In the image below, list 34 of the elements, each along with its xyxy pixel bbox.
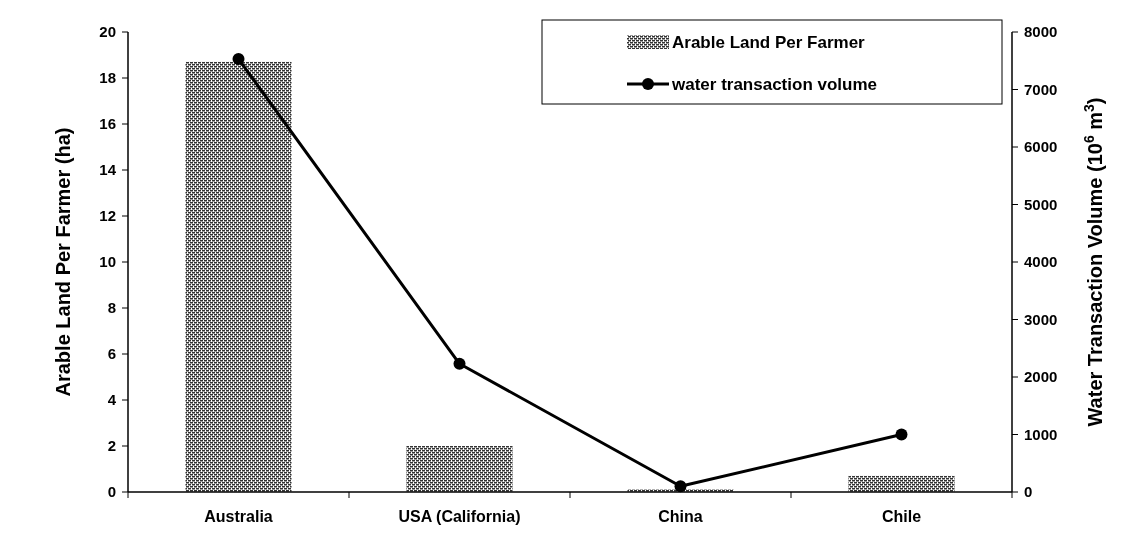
y-tick-label: 4: [107, 391, 117, 409]
point: [232, 53, 245, 66]
y-tick-label: 10: [99, 253, 116, 271]
x-tick-label: Chile: [881, 508, 922, 525]
y-tick-label: 16: [99, 115, 116, 133]
y-tick-label: 18: [99, 69, 116, 87]
y-tick-label: 14: [99, 161, 117, 179]
y2-tick-label: 3000: [1024, 310, 1058, 328]
y2-tick-label: 0: [1024, 483, 1033, 501]
y2-tick-label: 1000: [1024, 425, 1058, 443]
bar: [406, 446, 513, 492]
y-tick-label: 8: [107, 299, 116, 317]
y2-tick-label: 2000: [1024, 368, 1058, 386]
y-tick-label: 0: [107, 483, 116, 501]
legend-label: water transaction volume: [671, 74, 878, 94]
y-tick-label: 12: [99, 207, 116, 225]
y-axis-title: Arable Land Per Farmer (ha): [52, 127, 74, 397]
x-tick-label: USA (California): [398, 508, 521, 525]
y2-tick-label: 8000: [1024, 23, 1058, 41]
point: [453, 357, 466, 370]
point: [895, 428, 908, 441]
y-tick-label: 20: [99, 23, 116, 41]
y-tick-label: 2: [107, 437, 116, 455]
y2-tick-label: 4000: [1024, 253, 1058, 271]
y2-tick-label: 7000: [1024, 80, 1058, 98]
x-tick-label: Australia: [204, 508, 273, 525]
y-tick-label: 6: [107, 345, 116, 363]
x-tick-label: China: [658, 508, 703, 525]
bar: [185, 61, 292, 492]
point: [674, 480, 687, 493]
y2-tick-label: 5000: [1024, 195, 1058, 213]
bar: [848, 475, 955, 492]
legend-label: Arable Land Per Farmer: [672, 32, 866, 52]
y2-tick-label: 6000: [1024, 138, 1058, 156]
